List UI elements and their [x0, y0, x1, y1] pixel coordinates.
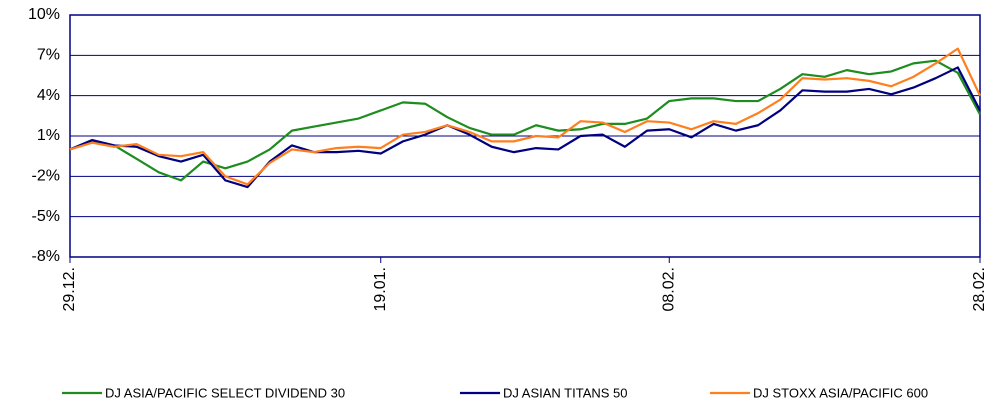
legend-label: DJ STOXX ASIA/PACIFIC 600 [753, 385, 928, 400]
plot-frame [69, 14, 981, 258]
series-line [69, 59, 981, 182]
y-tick-label: 1% [37, 127, 60, 144]
y-tick-label: -8% [32, 248, 60, 265]
y-tick-label: 4% [37, 87, 60, 104]
x-tick-label: 19.01. [372, 267, 389, 311]
legend-label: DJ ASIA/PACIFIC SELECT DIVIDEND 30 [105, 385, 345, 400]
y-tick-label: 7% [37, 47, 60, 64]
y-tick-label: 10% [28, 6, 60, 23]
x-tick-label: 28.02. [971, 267, 988, 311]
y-tick-label: -5% [32, 208, 60, 225]
series-line [69, 47, 981, 186]
y-tick-label: -2% [32, 168, 60, 185]
x-tick-label: 29.12. [61, 267, 78, 311]
x-tick-label: 08.02. [660, 267, 677, 311]
legend-label: DJ ASIAN TITANS 50 [503, 385, 628, 400]
legend: DJ ASIA/PACIFIC SELECT DIVIDEND 30 DJ ASI… [62, 385, 928, 400]
series-line [69, 66, 981, 189]
